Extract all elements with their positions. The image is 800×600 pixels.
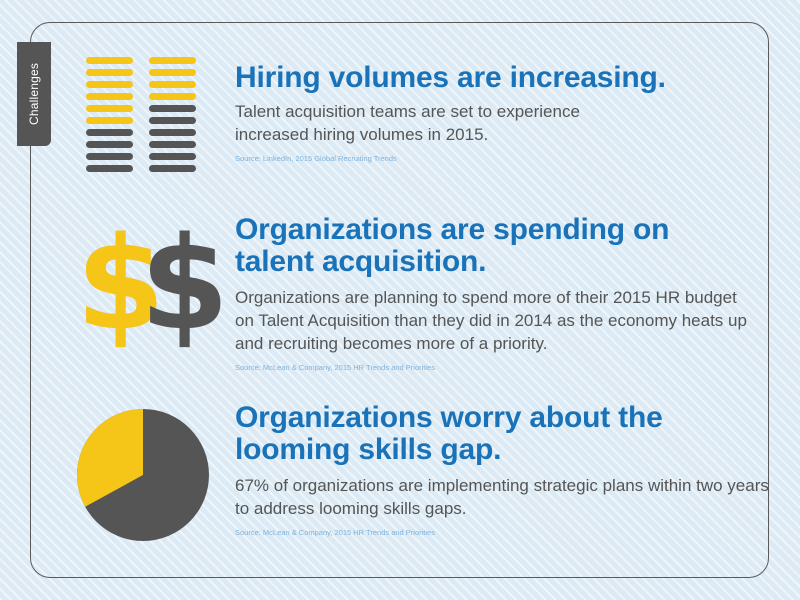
section-body: Talent acquisition teams are set to expe… xyxy=(235,102,580,144)
coin xyxy=(86,153,133,160)
coin xyxy=(86,81,133,88)
coin xyxy=(86,105,133,112)
coin xyxy=(149,93,196,100)
coin xyxy=(149,117,196,124)
content-card xyxy=(30,22,769,578)
coin xyxy=(86,129,133,136)
section-body: 67% of organizations are implementing st… xyxy=(235,476,769,518)
coin xyxy=(86,165,133,172)
section-heading: Organizations worry about the looming sk… xyxy=(235,401,663,466)
coin xyxy=(86,117,133,124)
section-heading: Hiring volumes are increasing. xyxy=(235,61,666,94)
coin xyxy=(149,105,196,112)
coin xyxy=(86,57,133,64)
side-tab-label: Challenges xyxy=(27,62,41,126)
side-tab-challenges[interactable]: Challenges xyxy=(17,42,51,146)
section-talent-spending: Organizations are spending on talent acq… xyxy=(235,214,775,373)
pie-highlight-slice xyxy=(76,409,143,507)
coin-stacks-icon xyxy=(86,57,199,177)
section-source: Source: McLean & Company, 2015 HR Trends… xyxy=(235,528,435,537)
pie-chart-icon xyxy=(76,409,209,541)
dollar-signs-icon: $ $ xyxy=(76,210,229,359)
coin xyxy=(86,141,133,148)
section-heading: Organizations are spending on talent acq… xyxy=(235,213,670,278)
section-body: Organizations are planning to spend more… xyxy=(235,288,747,353)
coin xyxy=(149,81,196,88)
section-skills-gap: Organizations worry about the looming sk… xyxy=(235,402,775,538)
coin xyxy=(86,69,133,76)
coin xyxy=(149,69,196,76)
coin xyxy=(149,153,196,160)
gray-dollar-icon: $ xyxy=(140,210,230,359)
coin xyxy=(149,141,196,148)
coin xyxy=(86,93,133,100)
coin xyxy=(149,129,196,136)
section-source: Source: LinkedIn, 2015 Global Recruiting… xyxy=(235,154,397,163)
coin xyxy=(149,165,196,172)
section-hiring-volumes: Hiring volumes are increasing. Talent ac… xyxy=(235,62,775,164)
section-source: Source: McLean & Company, 2015 HR Trends… xyxy=(235,363,435,372)
yellow-dollar-icon: $ xyxy=(76,210,166,359)
coin xyxy=(149,57,196,64)
